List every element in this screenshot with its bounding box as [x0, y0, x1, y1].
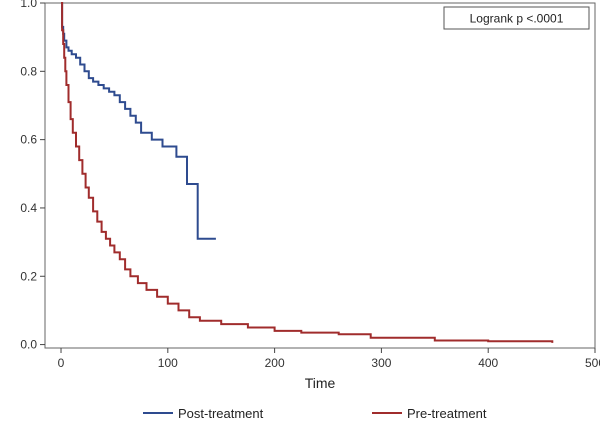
- x-tick-label: 100: [158, 356, 178, 370]
- x-tick-label: 300: [371, 356, 391, 370]
- legend-item-post-treatment: Post-treatment: [143, 406, 264, 421]
- legend-label-post-treatment: Post-treatment: [178, 406, 264, 421]
- y-tick-label: 1.0: [20, 0, 37, 10]
- x-tick-label: 200: [265, 356, 285, 370]
- series-line-post-treatment: [61, 2, 216, 240]
- series-group: [61, 2, 554, 343]
- y-tick-label: 0.0: [20, 338, 37, 352]
- y-tick-label: 0.2: [20, 269, 37, 283]
- x-tick-label: 400: [478, 356, 498, 370]
- y-tick-label: 0.4: [20, 201, 37, 215]
- legend-item-pre-treatment: Pre-treatment: [372, 406, 487, 421]
- plot-frame: [44, 2, 596, 349]
- x-axis-label: Time: [305, 375, 336, 391]
- plot-frame-group: [44, 2, 596, 349]
- legend: Post-treatment Pre-treatment: [143, 406, 487, 421]
- y-tick-label: 0.8: [20, 64, 37, 78]
- y-tick-label: 0.6: [20, 133, 37, 147]
- legend-label-pre-treatment: Pre-treatment: [407, 406, 487, 421]
- x-tick-label: 0: [58, 356, 65, 370]
- annotation-text: Logrank p <.0001: [470, 12, 564, 26]
- annotation-frame: [443, 6, 590, 30]
- series-line-pre-treatment: [61, 2, 554, 343]
- tick-group: 0 100 200 300 400 500 0.0 0.2 0.4 0.6 0.8 1.0: [20, 0, 600, 370]
- x-tick-label: 500: [585, 356, 600, 370]
- annotation-box: Logrank p <.0001: [443, 6, 590, 30]
